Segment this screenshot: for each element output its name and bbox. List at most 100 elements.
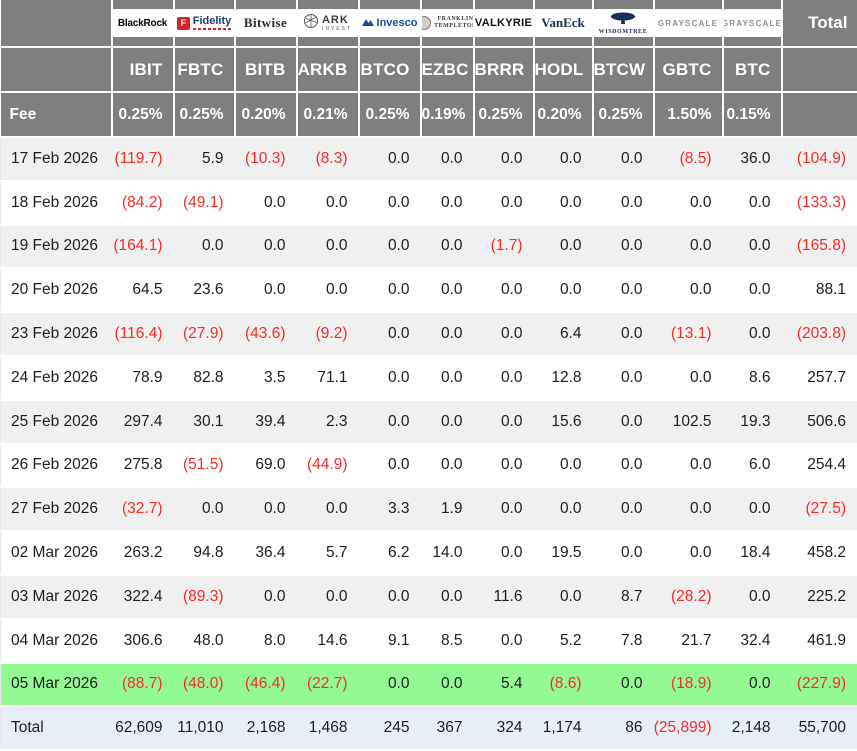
ticker-cell: IBIT [111,47,175,93]
flow-value-cell: 0.0 [234,180,297,226]
total-value-cell: 324 [473,706,534,751]
flow-value-cell: 0.0 [420,399,474,445]
flow-value-cell: (119.7) [111,137,174,182]
row-total-cell: (104.9) [781,137,857,182]
flow-value-cell: 0.0 [653,268,723,314]
flow-value-cell: 0.0 [653,355,723,401]
flow-value-cell: 0.0 [533,137,593,182]
flow-value-cell: 19.3 [722,399,782,445]
fee-cell: 1.50% [653,92,724,138]
flow-value-cell: 94.8 [173,531,235,576]
flow-value-cell: 0.0 [592,487,654,533]
flow-value-cell: 0.0 [592,531,654,576]
ticker-cell: FBTC [173,47,236,93]
flow-value-cell: 0.0 [592,224,654,270]
flow-value-cell: 18.4 [722,531,782,576]
flow-row: 02 Mar 2026 263.2 94.8 36.4 5.7 6.2 14.0 0.0 19.… [0,531,857,576]
flow-row: 25 Feb 2026 297.4 30.1 39.4 2.3 0.0 0.0 0.0 15.6… [0,399,857,445]
flow-value-cell: 5.9 [173,137,235,182]
ticker-corner-cell [0,47,113,93]
flow-value-cell: 0.0 [592,355,654,401]
fee-cell: 0.25% [358,92,422,138]
flow-value-cell: (49.1) [173,180,235,226]
flow-value-cell: 1.9 [420,487,474,533]
flow-value-cell: 32.4 [722,618,782,664]
flows-body: 17 Feb 2026 (119.7) 5.9 (10.3) (8.3) 0.0 0.0 0.… [0,137,857,751]
flow-value-cell: (8.6) [533,662,593,708]
flow-value-cell: (1.7) [473,224,534,270]
flow-value-cell: (27.9) [173,312,235,357]
flow-row: 05 Mar 2026 (88.7) (48.0) (46.4) (22.7) 0.0 0.… [0,662,857,708]
flow-value-cell: (9.2) [296,312,359,357]
flow-value-cell: 8.6 [722,355,782,401]
flow-value-cell: (46.4) [234,662,297,708]
flow-value-cell: (18.9) [653,662,723,708]
flow-value-cell: 0.0 [473,531,534,576]
provider-header-cell: Bitwise [234,0,298,48]
provider-logo-row: BlackRock F Fidelity Bitwise ARK INVEST Invesc… [0,0,857,48]
wisdomtree-wordmark: WISDOMTREE [599,12,648,35]
flow-row: 26 Feb 2026 275.8 (51.5) 69.0 (44.9) 0.0 0.0 0.… [0,443,857,489]
flow-value-cell: 14.0 [420,531,474,576]
total-value-cell: 62,609 [111,706,174,751]
flow-value-cell: 5.2 [533,618,593,664]
date-cell: 17 Feb 2026 [0,137,112,182]
franklin-line2: TEMPLETON [434,23,473,29]
flow-value-cell: (8.3) [296,137,359,182]
flow-value-cell: 0.0 [533,224,593,270]
flow-value-cell: 6.0 [722,443,782,489]
date-cell: 27 Feb 2026 [0,487,112,533]
flow-value-cell: 3.5 [234,355,297,401]
invesco-wordmark: Invesco [376,17,418,29]
row-total-cell: 225.2 [781,574,857,620]
flow-value-cell: 0.0 [592,268,654,314]
bitwise-wordmark: Bitwise [243,15,288,30]
wisdomtree-logo: WISDOMTREE [593,9,653,37]
flow-row: 23 Feb 2026 (116.4) (27.9) (43.6) (9.2) 0.0 0.… [0,312,857,357]
ticker-cell: BITB [234,47,298,93]
provider-header-cell: Invesco [358,0,422,48]
ark-invest-subtext: INVEST [321,25,353,32]
flow-value-cell: 0.0 [592,312,654,357]
total-value-cell: 2,168 [234,706,297,751]
flow-value-cell: 0.0 [358,574,421,620]
flow-value-cell: 306.6 [111,618,174,664]
ark-name: ARK [321,13,349,26]
ark-wordmark: ARK INVEST [321,13,353,32]
grayscale-wordmark: GRAYSCALE [723,18,781,28]
flow-row: 03 Mar 2026 322.4 (89.3) 0.0 0.0 0.0 0.0 11.6 0.… [0,574,857,620]
flow-value-cell: (10.3) [234,137,297,182]
flow-value-cell: 0.0 [533,268,593,314]
flow-value-cell: 0.0 [358,268,421,314]
ticker-cell: BTCO [358,47,422,93]
flow-value-cell: (43.6) [234,312,297,357]
flow-value-cell: 263.2 [111,531,174,576]
flow-value-cell: 0.0 [722,662,782,708]
row-total-cell: 257.7 [781,355,857,401]
date-cell: 19 Feb 2026 [0,224,112,270]
total-value-cell: 1,174 [533,706,593,751]
flow-value-cell: 78.9 [111,355,174,401]
flow-value-cell: 0.0 [358,224,421,270]
flow-value-cell: 0.0 [358,180,421,226]
flow-value-cell: 0.0 [592,180,654,226]
flow-value-cell: 0.0 [653,487,723,533]
flow-value-cell: 0.0 [592,137,654,182]
date-cell: 20 Feb 2026 [0,268,112,314]
invesco-logo: Invesco [359,9,420,37]
flow-value-cell: 0.0 [296,487,359,533]
flow-value-cell: 0.0 [473,268,534,314]
vaneck-wordmark: VanEck [541,15,585,30]
row-total-cell: 88.1 [781,268,857,314]
franklin-wordmark: FRANKLINTEMPLETON [434,16,472,30]
flow-value-cell: 0.0 [358,399,421,445]
ticker-cell: BTC [722,47,783,93]
flow-value-cell: 0.0 [533,487,593,533]
row-total-cell: 506.6 [781,399,857,445]
date-cell: 18 Feb 2026 [0,180,112,226]
fidelity-underline [192,28,232,30]
flow-row: 20 Feb 2026 64.5 23.6 0.0 0.0 0.0 0.0 0.0 0.0 0.0… [0,268,857,314]
flow-value-cell: 0.0 [296,268,359,314]
flow-value-cell: 0.0 [473,137,534,182]
